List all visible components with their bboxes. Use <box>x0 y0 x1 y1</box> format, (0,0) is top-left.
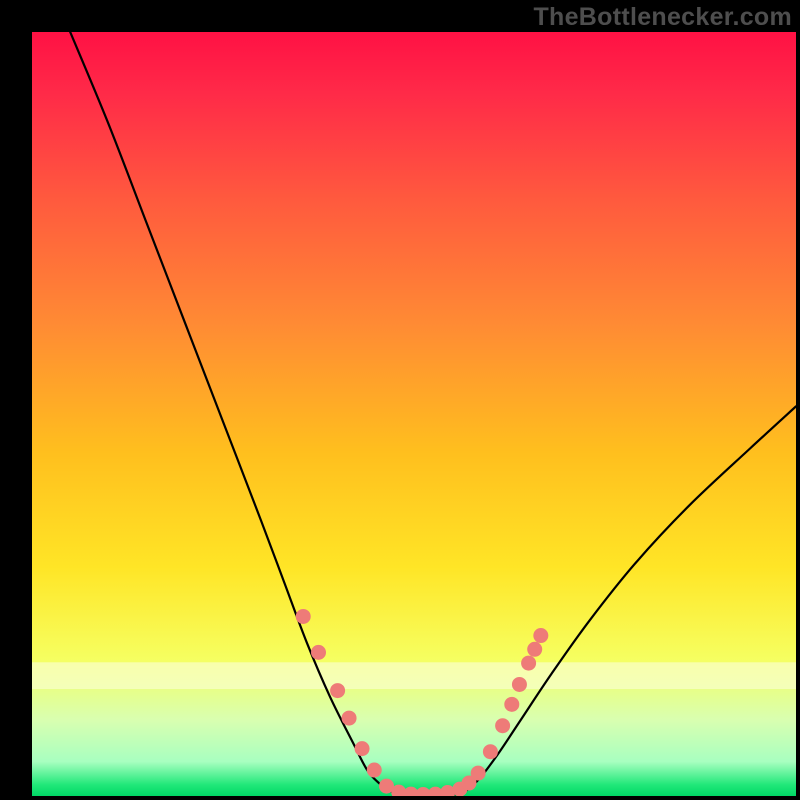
highlight-band <box>32 662 796 689</box>
bottleneck-chart <box>0 0 800 800</box>
data-marker <box>527 642 542 657</box>
watermark-text: TheBottlenecker.com <box>533 3 792 32</box>
data-marker <box>512 677 527 692</box>
data-marker <box>521 656 536 671</box>
data-marker <box>483 744 498 759</box>
data-marker <box>311 645 326 660</box>
data-marker <box>342 711 357 726</box>
data-marker <box>367 763 382 778</box>
data-marker <box>355 741 370 756</box>
data-marker <box>495 718 510 733</box>
data-marker <box>330 683 345 698</box>
data-marker <box>296 609 311 624</box>
data-marker <box>471 766 486 781</box>
data-marker <box>533 628 548 643</box>
data-marker <box>504 697 519 712</box>
